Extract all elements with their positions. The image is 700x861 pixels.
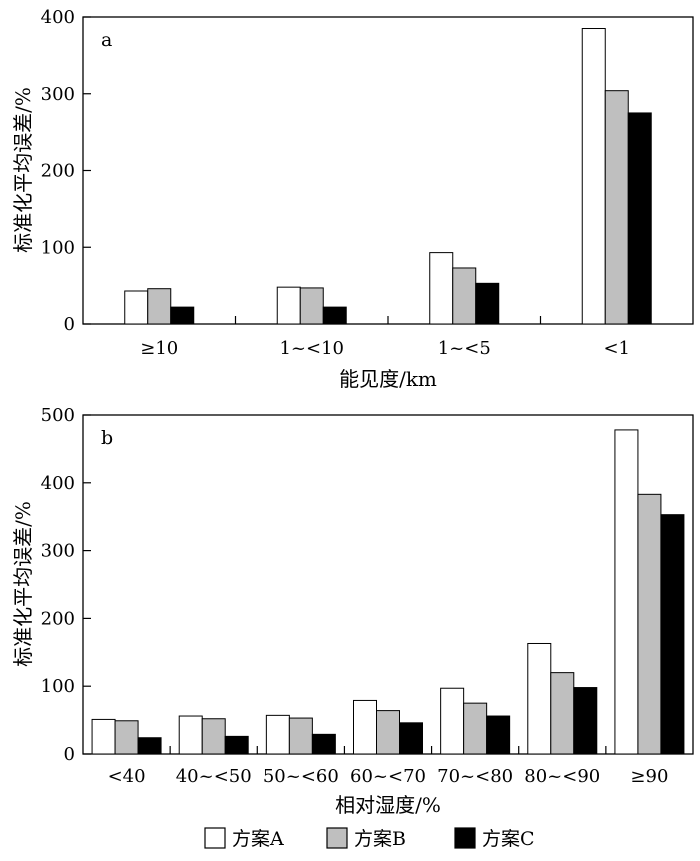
bar-b-6 <box>637 493 662 755</box>
legend-swatch <box>326 827 348 849</box>
bar-b-1 <box>299 287 324 325</box>
y-tick-label: 300 <box>41 84 75 105</box>
x-tick-label: <40 <box>108 766 146 787</box>
x-tick-label: 50~<60 <box>263 766 339 787</box>
x-tick-label: ≥90 <box>630 766 668 787</box>
bar-b-1 <box>201 718 226 755</box>
y-tick-label: 400 <box>41 7 75 28</box>
x-tick-label: 1~<5 <box>438 338 491 359</box>
x-tick-label: 70~<80 <box>437 766 513 787</box>
x-axis-label: 相对湿度/% <box>335 793 441 817</box>
y-tick-label: 0 <box>64 314 75 335</box>
legend-swatch <box>204 827 226 849</box>
plot-frame <box>82 414 694 755</box>
y-axis-label: 标准化平均误差/% <box>11 87 35 253</box>
bar-a-3 <box>353 699 377 755</box>
chart-panel-a: 0 100 200 300 400 ≥10 1~<10 1~<5 <1 能见度/km 标准化平均误差… <box>11 7 694 391</box>
bar-a-1 <box>178 715 203 755</box>
y-tick-label: 0 <box>64 744 75 765</box>
x-tick-label: ≥10 <box>140 338 178 359</box>
legend-label: 方案B <box>354 828 406 850</box>
bar-c-0 <box>137 737 162 755</box>
bar-c-1 <box>224 735 249 755</box>
x-tick-label: 1~<10 <box>279 338 344 359</box>
bar-c-3 <box>627 112 652 325</box>
x-tick-label: <1 <box>603 338 630 359</box>
bar-b-4 <box>463 702 488 755</box>
bar-a-2 <box>429 252 454 325</box>
bar-b-5 <box>550 672 575 755</box>
bar-a-0 <box>124 290 149 325</box>
y-tick-label: 500 <box>41 405 75 426</box>
bar-a-2 <box>265 714 290 755</box>
panel-label: a <box>101 29 112 51</box>
bar-c-3 <box>399 722 423 755</box>
y-axis-label: 标准化平均误差/% <box>11 501 35 667</box>
x-tick-label: 80~<90 <box>524 766 600 787</box>
bar-b-0 <box>114 720 139 755</box>
bar-b-2 <box>288 717 313 755</box>
y-tick-label: 200 <box>41 161 75 182</box>
y-tick-label: 200 <box>41 608 75 629</box>
y-tick-label: 100 <box>41 676 75 697</box>
legend: 方案A 方案B 方案C <box>204 827 535 850</box>
chart-panel-b: 0 100 200 300 400 500 <40 40~<50 50~<60 60~<70 70~… <box>11 405 694 817</box>
legend-label: 方案C <box>482 828 535 850</box>
x-axis-label: 能见度/km <box>339 367 437 391</box>
panel-label: b <box>101 427 113 449</box>
bar-a-0 <box>91 718 116 755</box>
bar-b-0 <box>147 288 172 325</box>
bar-b-2 <box>452 267 477 325</box>
y-tick-label: 100 <box>41 237 75 258</box>
bar-a-5 <box>527 642 552 755</box>
x-tick-label: 60~<70 <box>350 766 426 787</box>
bar-c-1 <box>322 306 347 325</box>
bar-c-4 <box>486 715 511 755</box>
bar-a-6 <box>614 429 639 755</box>
bar-a-4 <box>440 687 465 755</box>
bar-b-3 <box>604 90 629 325</box>
y-tick-label: 400 <box>41 473 75 494</box>
legend-label: 方案A <box>232 828 284 850</box>
bar-c-5 <box>573 687 598 755</box>
bar-a-1 <box>276 286 301 325</box>
y-tick-label: 300 <box>41 541 75 562</box>
bar-b-3 <box>376 710 400 755</box>
legend-swatch <box>454 827 476 849</box>
bar-c-0 <box>170 306 195 325</box>
bar-a-3 <box>581 28 606 325</box>
bar-c-2 <box>475 282 500 325</box>
bar-c-2 <box>311 733 336 755</box>
x-tick-label: 40~<50 <box>176 766 252 787</box>
bar-c-6 <box>660 514 685 755</box>
